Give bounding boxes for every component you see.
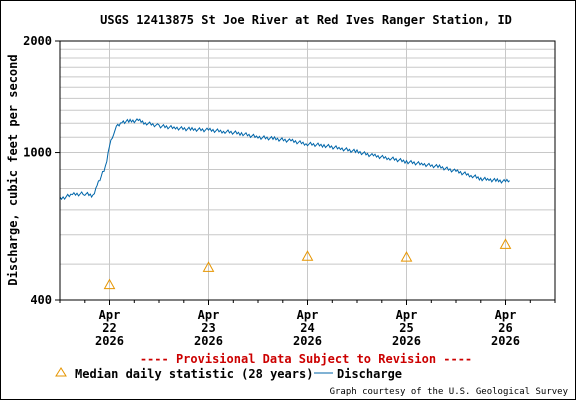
x-tick-label: 2026 [194,334,223,348]
chart-title: USGS 12413875 St Joe River at Red Ives R… [100,13,512,27]
plot-frame [59,40,556,301]
x-tick-label: 25 [399,321,413,335]
discharge-line [59,118,510,201]
x-tick-label: Apr [396,308,418,322]
x-tick-label: 22 [102,321,116,335]
x-tick-label: 23 [201,321,215,335]
x-tick-label: Apr [198,308,220,322]
x-tick-label: Apr [495,308,517,322]
legend-triangle-icon [55,367,67,377]
x-tick-label: 2026 [392,334,421,348]
legend-median-label: Median daily statistic (28 years) [75,367,313,381]
legend: Median daily statistic (28 years) Discha… [55,367,402,381]
grid [60,41,555,300]
provisional-notice: ---- Provisional Data Subject to Revisio… [140,352,472,366]
x-tick-label: 2026 [293,334,322,348]
x-tick-label: Apr [99,308,121,322]
legend-discharge-label: Discharge [337,367,402,381]
x-tick-label: 2026 [95,334,124,348]
plot-area [59,118,512,290]
x-tick-label: Apr [297,308,319,322]
x-tick-label: 26 [498,321,512,335]
median-triangle-point [103,278,116,290]
y-axis-label: Discharge, cubic feet per second [6,54,20,285]
credit-line: Graph courtesy of the U.S. Geological Su… [330,387,569,397]
y-tick-labels: 2000 1000 400 [23,34,60,307]
x-tick-label: 24 [300,321,314,335]
median-triangle-point [301,250,314,261]
y-tick-label: 400 [30,293,52,307]
y-tick-label: 1000 [23,146,52,160]
median-triangle-point [499,238,512,249]
median-triangle-point [202,261,215,272]
x-tick-label: 2026 [491,334,520,348]
median-triangle-point [400,251,413,262]
x-tick-labels: Apr222026Apr232026Apr242026Apr252026Apr2… [59,300,556,348]
y-tick-label: 2000 [23,34,52,48]
